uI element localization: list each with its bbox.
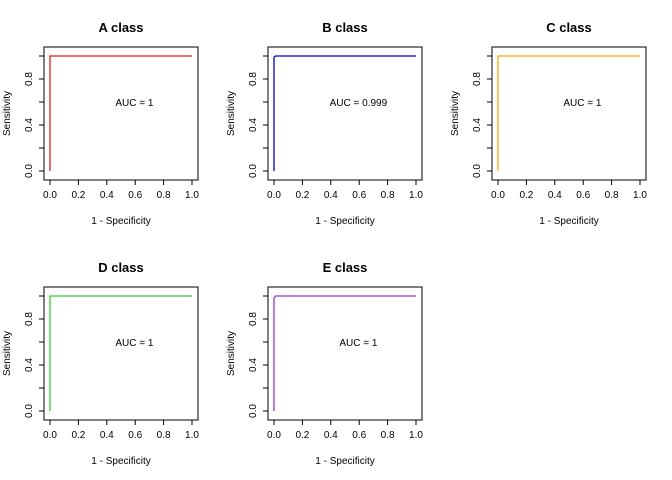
x-tick-label: 1.0 <box>185 190 199 201</box>
roc-panel-1: A class 0.0 0.2 0.4 0.6 0.8 1.0 0.0 0.4 0.8 1 - Sp… <box>2 20 199 227</box>
y-tick-label: 0.0 <box>248 404 259 418</box>
y-tick-label: 0.0 <box>248 164 259 178</box>
y-tick-label: 0.8 <box>472 72 483 86</box>
y-axis-label: Sensitivity <box>2 91 13 136</box>
x-tick-label: 0.0 <box>43 430 57 441</box>
y-axis-label: Sensitivity <box>226 91 237 136</box>
plot-frame <box>43 46 199 181</box>
x-tick-label: 1.0 <box>409 430 423 441</box>
chart-title: C class <box>546 20 592 35</box>
x-tick-label: 0.6 <box>352 190 366 201</box>
x-tick-label: 0.4 <box>548 190 562 201</box>
roc-curve <box>49 55 192 171</box>
y-tick-label: 0.0 <box>24 404 35 418</box>
roc-curve <box>497 55 640 171</box>
x-axis-label: 1 - Specificity <box>315 216 374 227</box>
y-tick-label: 0.8 <box>24 312 35 326</box>
x-tick-label: 0.0 <box>267 190 281 201</box>
roc-curve <box>49 295 192 411</box>
x-tick-label: 0.2 <box>295 190 309 201</box>
x-tick-label: 1.0 <box>633 190 647 201</box>
x-tick-label: 0.0 <box>267 430 281 441</box>
auc-annotation: AUC = 1 <box>339 338 378 349</box>
x-tick-label: 1.0 <box>185 430 199 441</box>
auc-annotation: AUC = 1 <box>115 338 154 349</box>
plot-frame <box>267 46 423 181</box>
y-axis-label: Sensitivity <box>450 91 461 136</box>
roc-panel-4: D class 0.0 0.2 0.4 0.6 0.8 1.0 0.0 0.4 0.8 1 - Sp… <box>2 260 199 467</box>
auc-annotation: AUC = 1 <box>115 98 154 109</box>
chart-title: D class <box>98 260 144 275</box>
roc-curve <box>273 55 416 171</box>
x-axis-label: 1 - Specificity <box>315 456 374 467</box>
x-axis-label: 1 - Specificity <box>91 456 150 467</box>
x-tick-label: 0.4 <box>324 430 338 441</box>
x-tick-label: 0.2 <box>71 430 85 441</box>
roc-panel-2: B class 0.0 0.2 0.4 0.6 0.8 1.0 0.0 0.4 0.8 1 - Sp… <box>226 20 423 227</box>
x-tick-label: 0.6 <box>352 430 366 441</box>
x-tick-label: 0.6 <box>128 190 142 201</box>
x-tick-label: 0.2 <box>71 190 85 201</box>
y-tick-label: 0.4 <box>472 118 483 132</box>
y-tick-label: 0.8 <box>248 312 259 326</box>
y-tick-label: 0.4 <box>248 358 259 372</box>
chart-title: E class <box>323 260 368 275</box>
x-tick-label: 0.8 <box>157 430 171 441</box>
x-tick-label: 0.8 <box>605 190 619 201</box>
roc-panel-5: E class 0.0 0.2 0.4 0.6 0.8 1.0 0.0 0.4 0.8 1 - Sp… <box>226 260 423 467</box>
x-tick-label: 0.8 <box>381 430 395 441</box>
y-tick-label: 0.0 <box>472 164 483 178</box>
x-tick-label: 0.4 <box>324 190 338 201</box>
x-tick-label: 0.4 <box>100 430 114 441</box>
x-tick-label: 0.0 <box>491 190 505 201</box>
plot-frame <box>43 286 199 421</box>
plot-frame <box>267 286 423 421</box>
plot-frame <box>491 46 647 181</box>
x-tick-label: 0.4 <box>100 190 114 201</box>
x-axis-label: 1 - Specificity <box>539 216 598 227</box>
x-tick-label: 0.2 <box>519 190 533 201</box>
auc-annotation: AUC = 1 <box>563 98 602 109</box>
x-tick-label: 0.6 <box>128 430 142 441</box>
auc-annotation: AUC = 0.999 <box>330 98 388 109</box>
y-tick-label: 0.4 <box>248 118 259 132</box>
roc-panel-3: C class 0.0 0.2 0.4 0.6 0.8 1.0 0.0 0.4 0.8 1 - Sp… <box>450 20 647 227</box>
chart-title: B class <box>322 20 368 35</box>
chart-title: A class <box>98 20 143 35</box>
x-tick-label: 0.8 <box>381 190 395 201</box>
y-tick-label: 0.8 <box>248 72 259 86</box>
x-tick-label: 0.2 <box>295 430 309 441</box>
y-tick-label: 0.8 <box>24 72 35 86</box>
roc-curve <box>273 295 416 411</box>
x-tick-label: 1.0 <box>409 190 423 201</box>
x-tick-label: 0.6 <box>576 190 590 201</box>
y-tick-label: 0.0 <box>24 164 35 178</box>
y-tick-label: 0.4 <box>24 358 35 372</box>
y-axis-label: Sensitivity <box>226 331 237 376</box>
y-axis-label: Sensitivity <box>2 331 13 376</box>
x-axis-label: 1 - Specificity <box>91 216 150 227</box>
x-tick-label: 0.0 <box>43 190 57 201</box>
y-tick-label: 0.4 <box>24 118 35 132</box>
x-tick-label: 0.8 <box>157 190 171 201</box>
